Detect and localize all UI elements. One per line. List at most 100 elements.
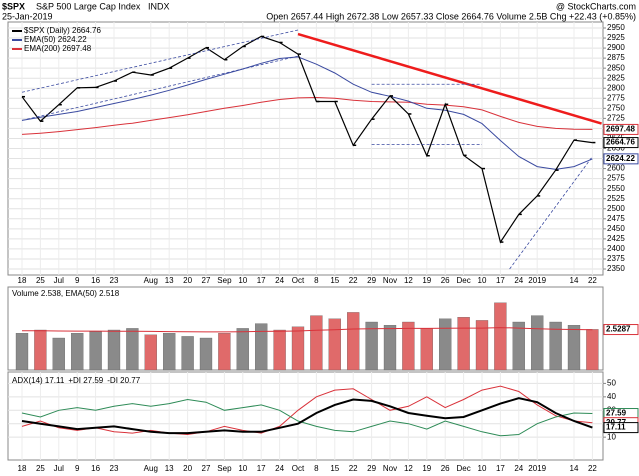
x-tick-label: 22 [349,464,358,473]
x-tick-label: 25 [36,276,45,285]
quote: Open 2657.44 High 2672.38 Low 2657.33 Cl… [266,11,636,21]
x-tick-label: 9 [75,276,80,285]
volume-bar [494,302,507,371]
x-tick-label: 29 [367,464,376,473]
volume-bar [89,331,102,371]
trendline [509,156,593,270]
volume-bar [163,333,176,371]
x-tick-label: 17 [257,276,266,285]
x-tick-label: 10 [238,276,247,285]
series-line [21,35,593,244]
volume-bar [531,315,544,371]
y-tick-label: 2350 [607,264,625,273]
value-tag [603,153,639,165]
volume-bar [439,318,452,371]
symbol: $SPX [2,1,25,11]
volume-bar [255,323,268,371]
x-tick-label: 26 [441,276,450,285]
x-tick-label: Sep [217,464,232,473]
panel-title: Volume 2.538, EMA(50) 2.518 [12,289,120,298]
legend-label: -DI 20.77 [107,376,140,385]
x-tick-label: 23 [110,464,119,473]
x-tick-label: 24 [275,464,284,473]
volume-bar [586,329,599,371]
x-tick-label: 24 [514,276,523,285]
y-tick-label: 2750 [607,103,625,112]
x-tick-label: 15 [330,276,339,285]
volume-bar [181,336,194,371]
volume-bar [328,318,341,371]
x-tick-label: 25 [36,464,45,473]
volume-bar [475,320,489,371]
x-tick-label: 13 [165,276,174,285]
y-tick-label: 2925 [607,33,625,42]
volume-bar [549,321,562,371]
y-tick-label: 50 [607,379,616,388]
legend-label: EMA(50) 2624.22 [24,35,87,44]
value-tag-label: 2664.76 [606,138,635,147]
y-tick-label: 2850 [607,63,625,72]
volume-bar [347,312,360,371]
x-tick-label: Aug [144,276,158,285]
y-tick-label: 2425 [607,234,625,243]
trendline [21,55,299,121]
y-tick-label: 2725 [607,113,625,122]
x-tick-label: 27 [202,276,211,285]
y-tick-label: 2575 [607,174,625,183]
x-tick-label: 19 [422,276,431,285]
y-tick-label: 2525 [607,194,625,203]
x-tick-label: 12 [404,464,413,473]
y-tick-label: 2550 [607,184,625,193]
value-tag-label: 17.11 [606,423,626,432]
x-tick-label: Jul [54,464,64,473]
y-tick-label: 40 [607,392,616,401]
date: 25-Jan-2019 [2,11,53,21]
x-tick-label: Jul [54,276,64,285]
x-tick-label: 29 [367,276,376,285]
credit: @ StockCharts.com [556,1,636,11]
x-tick-label: 17 [496,464,505,473]
value-tag-label: 2624.22 [606,154,635,163]
x-tick-label: 22 [349,276,358,285]
ema-line [22,327,593,333]
x-tick-label: 10 [478,464,487,473]
x-tick-label: Nov [383,276,397,285]
x-tick-label: 16 [91,464,100,473]
volume-bar [52,337,65,371]
y-tick-label: 2775 [607,93,625,102]
volume-bar [457,317,470,371]
volume-bar [199,337,213,371]
x-tick-label: 18 [18,276,27,285]
x-tick-label: 17 [257,464,266,473]
x-tick-label: 8 [314,464,319,473]
x-tick-label: 2019 [528,276,546,285]
series-line [21,96,593,135]
volume-bar [144,334,157,371]
value-tag-label: 2697.48 [606,125,635,134]
x-tick-label: 15 [330,464,339,473]
volume-bar [218,333,231,371]
volume-bar [291,326,305,371]
volume-bar [310,315,323,371]
index-name: S&P 500 Large Cap Index [36,1,141,11]
x-tick-label: 23 [110,276,119,285]
trendline [297,32,602,125]
volume-bar [15,333,29,371]
y-tick-label: 2600 [607,164,625,173]
volume-bar [365,321,378,371]
series-line [21,385,593,436]
volume-bar [236,328,249,371]
legend-label: ADX(14) 17.11 [12,376,65,385]
value-tag-label: 2.5287 [606,325,631,334]
x-tick-label: 26 [441,464,450,473]
volume-bar [567,325,581,371]
x-tick-label: 22 [588,464,597,473]
x-tick-label: 14 [570,276,579,285]
x-tick-label: 27 [202,464,211,473]
y-tick-label: 2500 [607,204,625,213]
y-tick-label: 2650 [607,144,625,153]
x-tick-label: 20 [183,276,192,285]
volume-bar [34,329,47,371]
y-tick-label: 2400 [607,244,625,253]
